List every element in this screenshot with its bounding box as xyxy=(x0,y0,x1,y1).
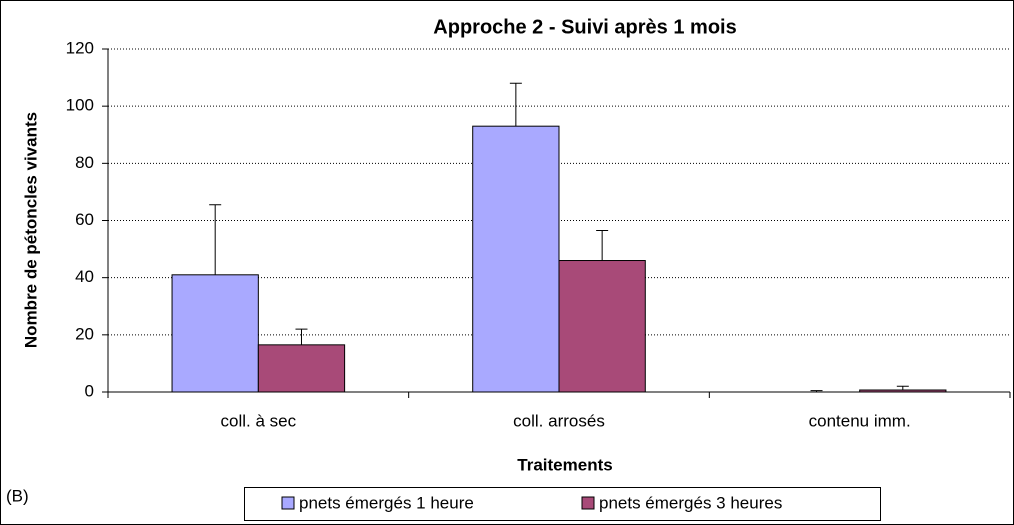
error-bar xyxy=(209,204,222,275)
x-tick-label: coll. arrosés xyxy=(513,411,605,430)
y-tick-label: 0 xyxy=(85,381,94,400)
x-tick-label: coll. à sec xyxy=(221,411,297,430)
legend-label: pnets émergés 3 heures xyxy=(599,493,782,512)
y-tick-label: 20 xyxy=(75,324,94,343)
bar xyxy=(472,125,560,393)
bar xyxy=(257,344,346,393)
chart-title: Approche 2 - Suivi après 1 mois xyxy=(433,16,736,38)
y-tick-label: 60 xyxy=(75,210,94,229)
y-axis-label: Nombre de pétoncles vivants xyxy=(21,112,40,348)
legend-label: pnets émergés 1 heure xyxy=(299,493,474,512)
error-bar xyxy=(509,82,522,127)
y-tick-label: 100 xyxy=(66,96,94,115)
error-bar xyxy=(896,385,909,390)
annotation: (B) xyxy=(6,486,29,505)
bar xyxy=(558,260,646,393)
bar xyxy=(859,389,947,393)
x-axis-label: Traitements xyxy=(517,455,612,474)
legend xyxy=(244,487,881,521)
error-bar xyxy=(295,328,308,345)
legend-swatch xyxy=(281,496,295,510)
y-tick-label: 120 xyxy=(66,38,94,57)
y-tick-label: 40 xyxy=(75,267,94,286)
bar xyxy=(171,274,259,393)
x-tick-label: contenu imm. xyxy=(809,411,911,430)
error-bar xyxy=(596,230,609,261)
legend-swatch xyxy=(581,496,595,510)
error-bar xyxy=(810,390,823,392)
y-tick-label: 80 xyxy=(75,153,94,172)
